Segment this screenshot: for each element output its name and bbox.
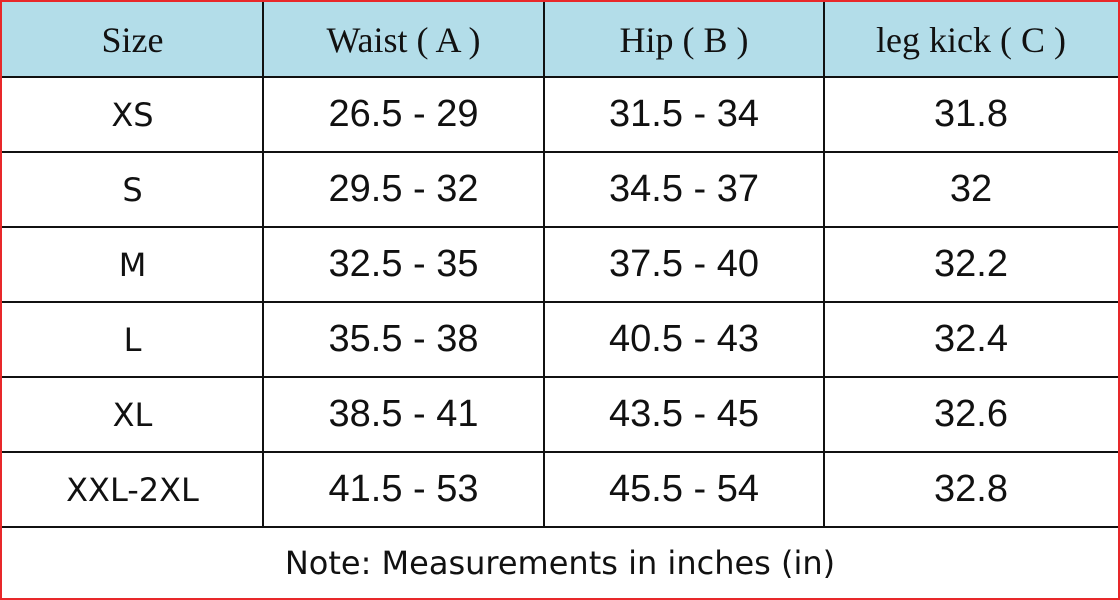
measure-cell: 31.5 - 34: [609, 93, 759, 135]
header-cell: Hip ( B ): [544, 2, 824, 77]
measure-cell: 37.5 - 40: [609, 243, 759, 285]
header-cell: leg kick ( C ): [824, 2, 1118, 77]
header-cell: Waist ( A ): [263, 2, 544, 77]
row-line: [2, 226, 1118, 228]
measure-cell: 32.4: [934, 318, 1008, 360]
row-line: [2, 526, 1118, 528]
column-line: [543, 2, 545, 527]
row-line: [2, 451, 1118, 453]
measure-cell: 32: [949, 168, 993, 210]
row-line: [2, 151, 1118, 153]
measure-cell: 32.2: [934, 243, 1008, 285]
measure-cell: 43.5 - 45: [609, 393, 759, 435]
measure-cell: 29.5 - 32: [328, 168, 479, 210]
measure-cell: 41.5 - 53: [328, 468, 479, 510]
size-cell: S: [122, 170, 143, 209]
size-cell: XS: [111, 95, 154, 134]
measure-cell: 32.5 - 35: [328, 243, 479, 285]
size-cell: XL: [112, 395, 153, 434]
measure-cell: 32.6: [934, 393, 1008, 435]
size-cell: M: [118, 245, 147, 284]
row-line: [2, 301, 1118, 303]
measure-cell: 32.8: [934, 468, 1008, 510]
measure-cell: 26.5 - 29: [328, 93, 479, 135]
measure-cell: 31.8: [934, 93, 1008, 135]
measure-cell: 34.5 - 37: [609, 168, 759, 210]
measure-cell: 45.5 - 54: [609, 468, 759, 510]
note-cell: Note: Measurements in inches (in): [284, 543, 836, 582]
column-line: [262, 2, 264, 527]
size-cell: XXL-2XL: [66, 470, 199, 509]
size-cell: L: [123, 320, 142, 359]
measure-cell: 40.5 - 43: [609, 318, 759, 360]
row-line: [2, 76, 1118, 78]
column-line: [823, 2, 825, 527]
row-line: [2, 376, 1118, 378]
measure-cell: 38.5 - 41: [328, 393, 479, 435]
header-cell: Size: [2, 2, 263, 77]
measure-cell: 35.5 - 38: [328, 318, 479, 360]
